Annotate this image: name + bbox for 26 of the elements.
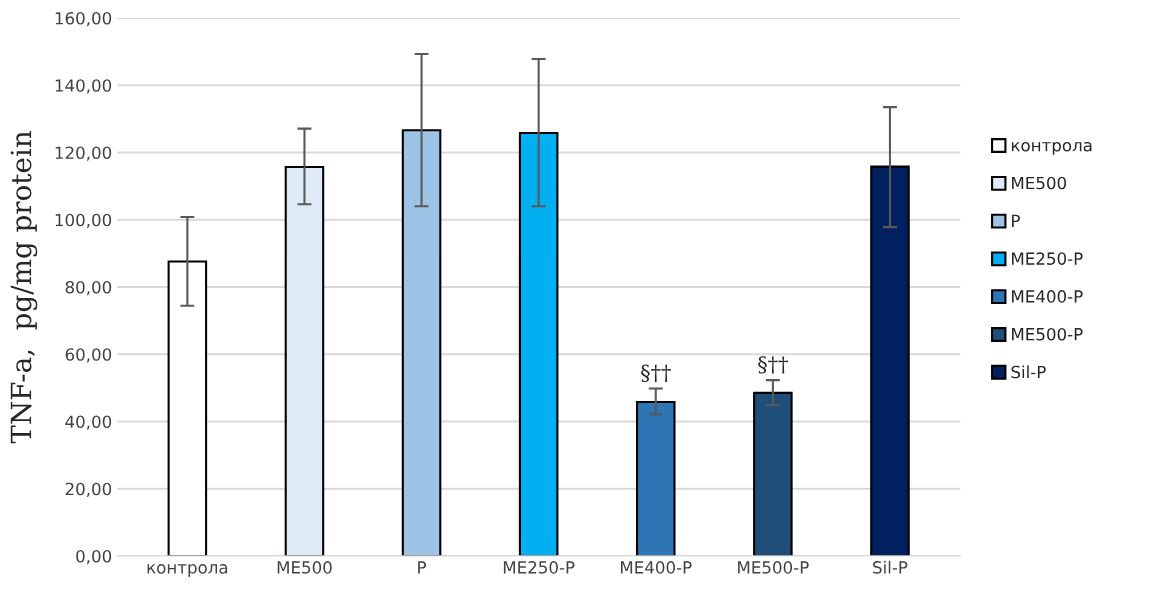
legend-label: ME500 [1012, 176, 1067, 190]
y-tick-label: 120,00 [55, 146, 112, 161]
x-tick-label: ME500 [277, 561, 332, 574]
x-tick-label: ME250-P [503, 561, 575, 574]
annotation: §†† [758, 356, 788, 374]
x-tick-label: P [418, 561, 427, 574]
y-tick-label: 140,00 [55, 79, 112, 94]
y-tick-label: 60,00 [65, 348, 112, 363]
y-tick-label: 0,00 [76, 549, 112, 565]
legend-label: контрола [1011, 141, 1092, 155]
y-tick-label: 100,00 [55, 213, 112, 229]
x-tick-label: ME500-P [738, 561, 809, 574]
annotation: §†† [641, 364, 671, 383]
y-tick-label: 80,00 [65, 280, 112, 296]
legend-label: ME500-P [1012, 327, 1083, 341]
legend-label: ME250-P [1012, 252, 1083, 265]
legend-label: ME400-P [1012, 290, 1083, 303]
x-tick-label: Sil-P [873, 560, 908, 574]
y-tick-label: 160,00 [55, 11, 112, 27]
y-tick-label: 40,00 [65, 415, 112, 430]
legend-label: P [1012, 214, 1020, 227]
legend-label: Sil-P [1011, 365, 1046, 379]
x-tick-label: ME400-P [621, 561, 692, 574]
y-tick-label: 20,00 [65, 482, 112, 497]
y-axis-title: TNF-a, pg/mg protein [10, 131, 38, 444]
x-tick-label: контрола [147, 564, 228, 577]
